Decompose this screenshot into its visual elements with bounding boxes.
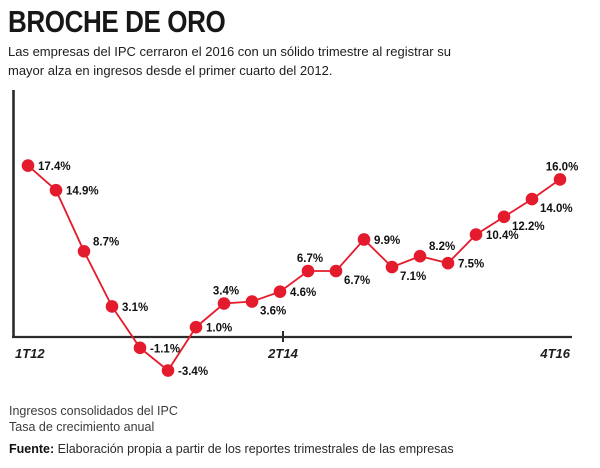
data-point	[21, 159, 35, 172]
data-point-label: 17.4%	[38, 161, 71, 173]
data-point	[77, 245, 91, 258]
data-point-label: 6.7%	[344, 275, 370, 287]
data-point	[273, 285, 287, 298]
data-point-label: 1.0%	[206, 323, 232, 335]
source-text: Elaboración propia a partir de los repor…	[54, 442, 454, 456]
footnote-line-2: Tasa de crecimiento anual	[9, 419, 155, 434]
line-chart: 1T12 2T14 4T16 17.4% 14.9% 8.7% 3.1% -1.1% -3.4%…	[12, 90, 579, 378]
data-point-label: 14.0%	[540, 203, 573, 215]
chart-subtitle: Las empresas del IPC cerraron el 2016 co…	[8, 44, 451, 78]
data-point-label: 6.7%	[297, 253, 323, 265]
data-point-label: 9.9%	[374, 235, 400, 247]
data-point-label: 7.1%	[400, 271, 426, 283]
data-point	[553, 173, 567, 186]
data-point	[189, 320, 203, 334]
data-point-label: 14.9%	[66, 186, 99, 198]
source-line: Fuente: Elaboración propia a partir de l…	[9, 442, 454, 456]
data-point-label: 12.2%	[512, 221, 545, 233]
footnote-line-1: Ingresos consolidados del IPC	[9, 404, 178, 418]
data-point-label: -3.4%	[178, 366, 208, 378]
data-point	[469, 228, 483, 241]
data-point-label: 7.5%	[458, 259, 484, 271]
data-point-label: -1.1%	[150, 343, 180, 355]
data-point-label: 8.7%	[93, 236, 119, 248]
footer: Ingresos consolidados del IPC Tasa de cr…	[9, 404, 454, 456]
data-point	[329, 264, 343, 278]
data-point	[525, 192, 539, 206]
data-point-label: 16.0%	[546, 161, 579, 173]
data-point-label: 3.1%	[122, 302, 148, 314]
x-tick-label: 1T12	[15, 346, 45, 361]
data-point	[245, 295, 259, 308]
data-point-label: 10.4%	[486, 230, 519, 242]
source-label: Fuente:	[9, 442, 55, 456]
data-point-label: 3.6%	[260, 306, 286, 318]
data-point	[49, 183, 63, 197]
x-tick-label: 2T14	[267, 346, 298, 361]
data-point-label: 8.2%	[429, 241, 455, 253]
data-point	[385, 260, 399, 274]
data-point	[133, 341, 147, 355]
header: BROCHE DE ORO Las empresas del IPC cerra…	[0, 0, 600, 80]
data-point	[441, 256, 455, 270]
data-point	[105, 300, 119, 313]
series-line	[27, 164, 561, 372]
x-tick-label: 4T16	[539, 346, 570, 361]
data-point	[497, 210, 511, 224]
page-title: BROCHE DE ORO	[8, 4, 226, 39]
data-point	[217, 297, 231, 310]
data-point	[413, 249, 427, 263]
chart-area: 1T12 2T14 4T16 17.4% 14.9% 8.7% 3.1% -1.1% -3.4%…	[0, 85, 600, 405]
data-point	[161, 364, 175, 377]
data-point	[301, 264, 315, 278]
data-point-label: 3.4%	[213, 286, 239, 298]
data-point	[357, 233, 371, 246]
data-point-label: 4.6%	[290, 287, 316, 299]
